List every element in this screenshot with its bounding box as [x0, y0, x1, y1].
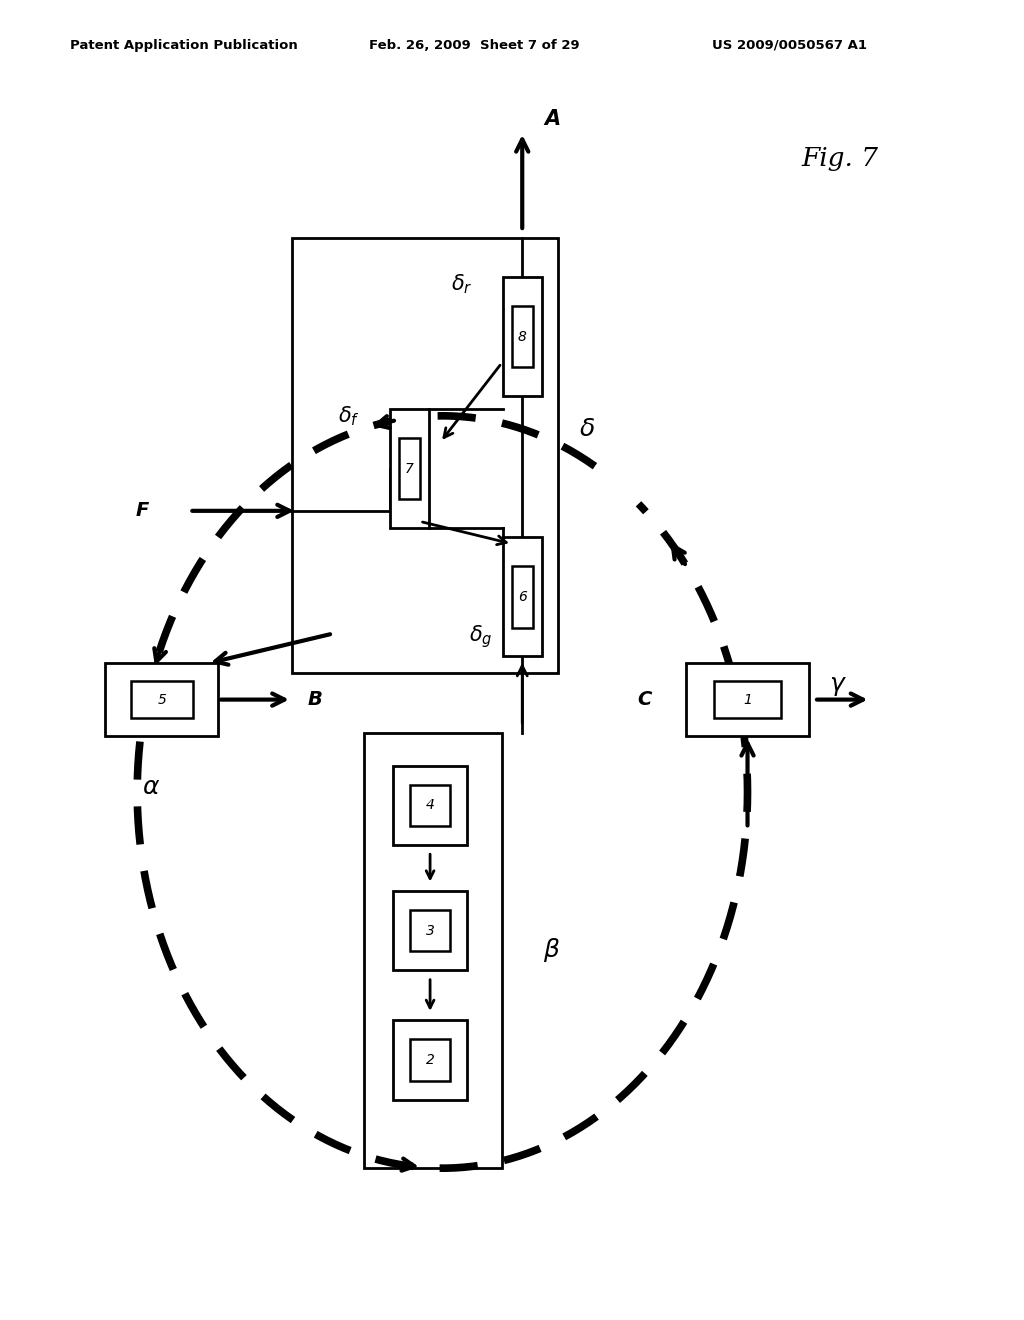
Text: 8: 8: [518, 330, 526, 343]
Text: $\alpha$: $\alpha$: [142, 776, 161, 800]
Bar: [390, 409, 429, 528]
Text: 5: 5: [158, 693, 166, 706]
Text: Feb. 26, 2009  Sheet 7 of 29: Feb. 26, 2009 Sheet 7 of 29: [369, 38, 580, 51]
Bar: [292, 238, 558, 673]
Bar: [503, 537, 542, 656]
Bar: [410, 1039, 451, 1081]
Bar: [714, 681, 781, 718]
Bar: [131, 681, 193, 718]
Text: $\delta_g$: $\delta_g$: [469, 623, 493, 649]
Bar: [512, 306, 532, 367]
Text: $\gamma$: $\gamma$: [829, 675, 847, 698]
Text: A: A: [545, 108, 561, 129]
Text: 1: 1: [743, 693, 752, 706]
Bar: [393, 766, 467, 845]
Text: C: C: [637, 690, 651, 709]
Bar: [393, 891, 467, 970]
Text: $\beta$: $\beta$: [543, 936, 560, 965]
Bar: [105, 664, 218, 737]
Bar: [410, 909, 451, 952]
Text: Patent Application Publication: Patent Application Publication: [70, 38, 297, 51]
Bar: [686, 664, 809, 737]
Text: $\delta$: $\delta$: [579, 417, 595, 441]
Text: B: B: [307, 690, 323, 709]
Bar: [399, 438, 420, 499]
Bar: [503, 277, 542, 396]
Bar: [512, 566, 532, 627]
Text: F: F: [135, 502, 148, 520]
Bar: [393, 1020, 467, 1100]
Text: US 2009/0050567 A1: US 2009/0050567 A1: [712, 38, 866, 51]
Text: Fig. 7: Fig. 7: [801, 147, 879, 170]
Text: 2: 2: [426, 1053, 434, 1067]
Text: 4: 4: [426, 799, 434, 812]
Text: 6: 6: [518, 590, 526, 603]
Text: $\delta_r$: $\delta_r$: [451, 272, 472, 296]
Text: 7: 7: [406, 462, 414, 475]
Text: $\delta_f$: $\delta_f$: [338, 404, 359, 428]
Text: 3: 3: [426, 924, 434, 937]
Bar: [410, 784, 451, 826]
Bar: [364, 733, 502, 1168]
